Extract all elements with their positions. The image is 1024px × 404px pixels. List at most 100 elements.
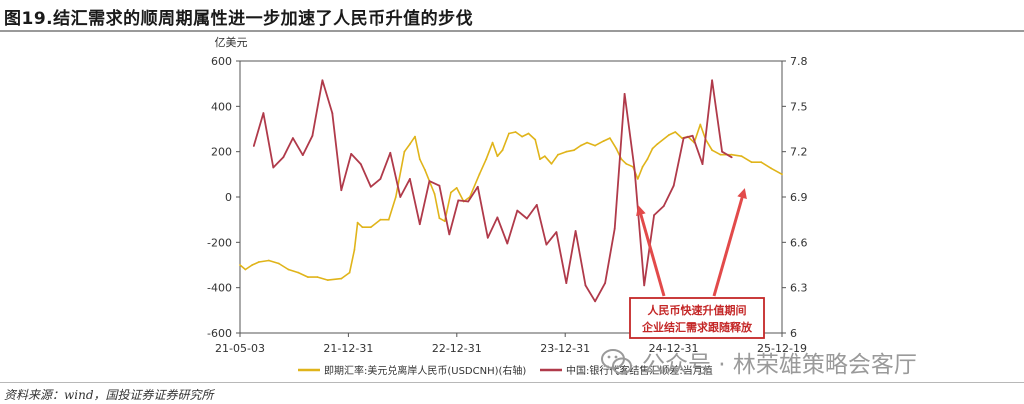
fx-surplus-point [711,79,713,82]
usdcnh-point [730,153,733,156]
left-tick-label: -200 [207,236,232,249]
fx-surplus-point [438,184,441,187]
chart-title: 图19.结汇需求的顺周期属性进一步加速了人民币升值的步伐 [4,9,474,29]
usdcnh-point [770,167,772,170]
usdcnh-point [258,261,260,263]
usdcnh-point [557,153,559,156]
annotation-box [629,297,765,339]
usdcnh-point [620,158,623,161]
annotation-line-1: 人民币快速升值期间 [648,303,747,317]
fx-surplus-point [653,214,655,217]
fx-surplus-point [457,199,460,202]
fx-surplus-point [633,168,636,171]
usdcnh-point [508,132,510,135]
usdcnh-point [340,277,343,280]
usdcnh-point [287,268,290,271]
watermark: 公众号 · 林荣雄策略会客厅 [600,345,1020,379]
left-tick-label: 200 [211,146,232,159]
fx-surplus-point [359,163,362,166]
fx-surplus-point [476,185,479,188]
fx-surplus-point [574,230,577,232]
annotation-arrow-right [712,188,747,297]
usdcnh-point [550,162,553,165]
fx-surplus-point [311,134,314,137]
usdcnh-point [609,137,611,140]
usdcnh-line [239,123,783,281]
fx-surplus-point [389,151,392,154]
usdcnh-point [316,276,319,278]
left-tick-label: 0 [225,191,232,204]
source-note: 资料来源：wind，国投证券证券研究所 [4,388,214,402]
fx-surplus-point [721,150,723,153]
usdcnh-point [641,165,644,168]
usdcnh-point [267,259,270,262]
fx-surplus-point [262,112,265,114]
fx-surplus-point [535,204,538,206]
usdcnh-point [433,193,436,195]
wechat-icon [601,349,632,375]
usdcnh-point [760,161,763,164]
fx-surplus-point [682,137,685,140]
legend-label-fx-surplus: 中国:银行代客结售汇顺差:当月值 [566,364,713,377]
left-tick-label: -600 [207,327,232,340]
usdcnh-point [615,147,618,150]
fx-surplus-point [643,284,646,287]
usdcnh-point [348,271,351,274]
annotation-arrow-left [636,205,666,297]
usdcnh-point [594,144,596,147]
usdcnh-point [414,135,416,138]
fx-surplus-point [506,242,509,245]
fx-surplus-point [526,217,528,220]
usdcnh-point [403,150,406,153]
fx-surplus-point [730,156,733,159]
fx-surplus-point [565,282,568,284]
left-tick-label: 600 [211,55,232,68]
usdcnh-point [450,191,452,194]
x-tick-label: 21-05-03 [215,342,265,355]
fx-surplus-point [691,134,694,137]
fx-surplus-point [272,166,275,169]
usdcnh-point [443,220,446,223]
usdcnh-point [711,149,713,152]
right-tick-label: 7.2 [790,146,808,159]
usdcnh-point [394,196,397,198]
usdcnh-point [387,218,390,221]
right-tick-label: 6.3 [790,282,808,295]
usdcnh-point [514,131,517,133]
usdcnh-point [579,144,582,147]
usdcnh-point [491,141,494,144]
usdcnh-point [277,262,280,265]
fx-surplus-point [350,153,353,155]
usdcnh-point [636,178,639,180]
usdcnh-point [527,132,530,135]
usdcnh-point [565,150,568,153]
usdcnh-point [326,279,329,281]
usdcnh-point [438,217,441,220]
fx-surplus-point [340,189,343,192]
fx-surplus-point [516,209,519,212]
usdcnh-point [418,158,421,161]
fx-surplus-point [555,231,558,234]
legend-label-usdcnh: 即期汇率:美元兑离岸人民币(USDCNH)(右轴) [324,364,526,377]
usdcnh-point [501,149,504,152]
plot-frame [239,60,783,334]
chart-svg: 亿美元 600 400 200 0 -200 -400 -600 7.8 7.5 7.2 6.9 6.… [207,36,808,377]
x-tick-label: 21-12-31 [323,342,373,355]
usdcnh-point [740,155,743,158]
left-tick-label: 400 [211,100,232,113]
fx-surplus-point [594,300,596,303]
annotation-line-2: 企业结汇需求跟随释放 [641,320,753,334]
fx-surplus-point [331,112,334,114]
usdcnh-point [356,221,359,224]
fx-surplus-point [467,200,470,203]
usdcnh-point [307,276,309,278]
x-tick-label: 22-12-31 [432,342,482,355]
fx-surplus-point [662,205,665,208]
usdcnh-point [573,149,575,152]
fx-surplus-point [369,185,372,188]
fx-surplus-point [428,180,431,183]
fx-surplus-line [252,79,733,303]
fx-surplus-point [584,284,587,287]
footer-divider [0,382,1024,383]
usdcnh-point [361,226,364,229]
